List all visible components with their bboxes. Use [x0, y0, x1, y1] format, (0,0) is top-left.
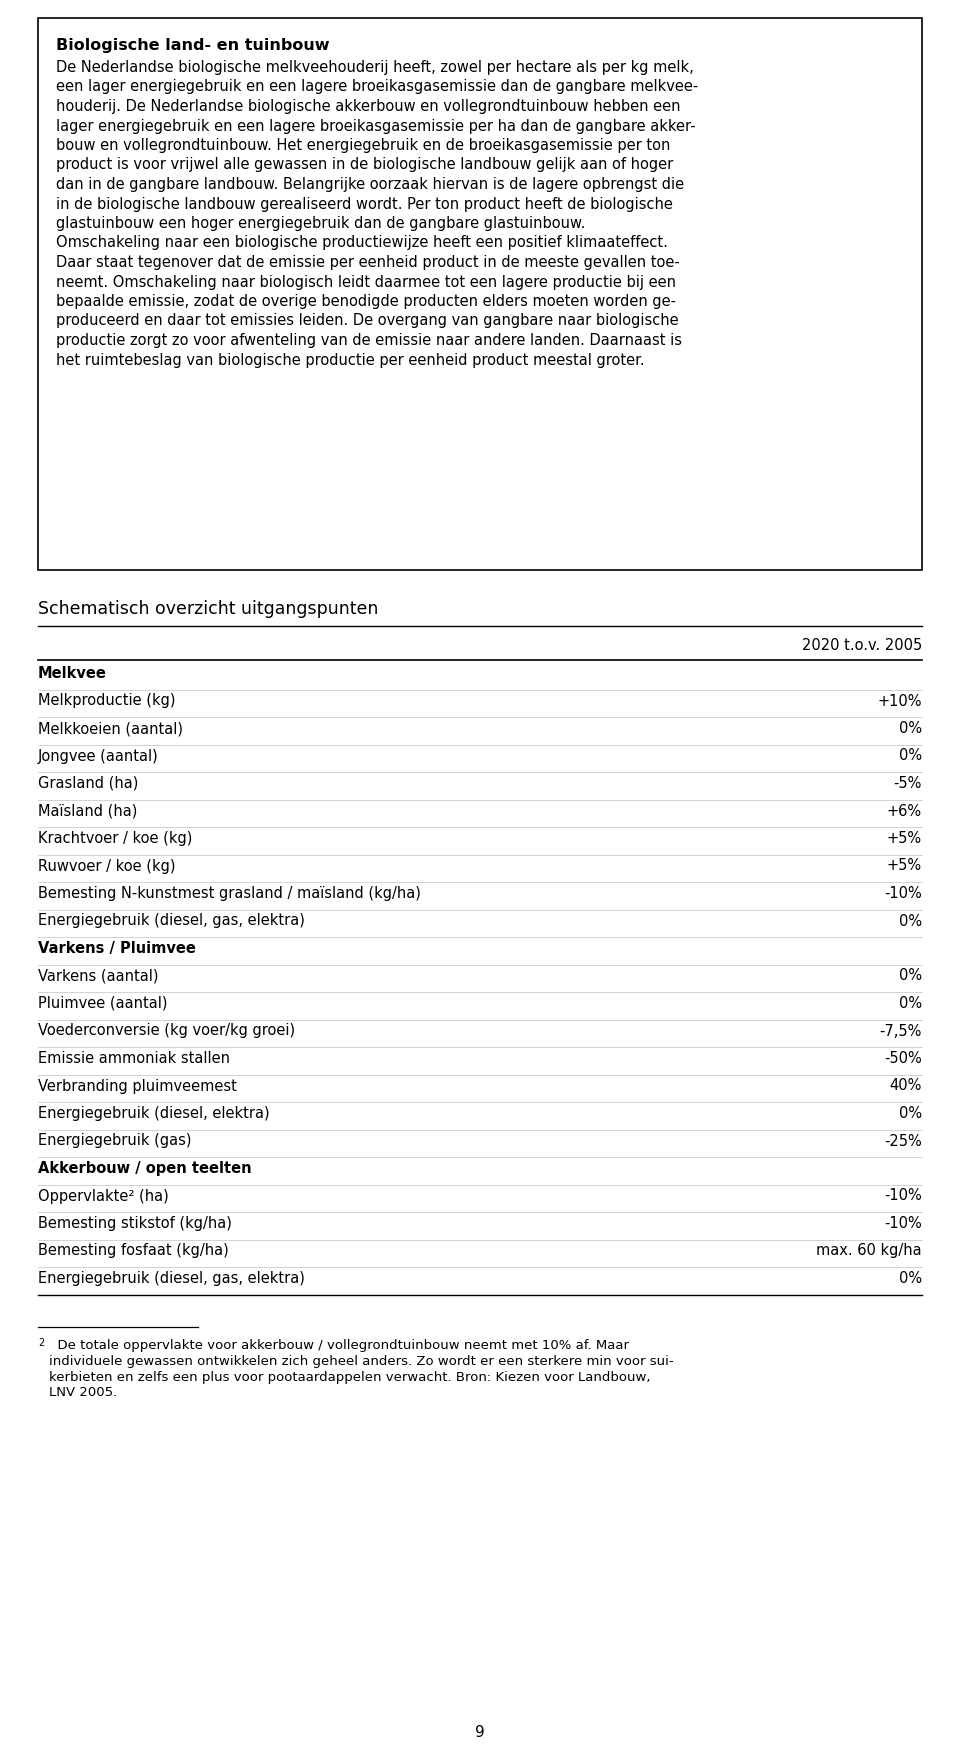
- Text: Melkproductie (kg): Melkproductie (kg): [38, 693, 176, 709]
- Text: -10%: -10%: [884, 886, 922, 902]
- Text: dan in de gangbare landbouw. Belangrijke oorzaak hiervan is de lagere opbrengst : dan in de gangbare landbouw. Belangrijke…: [56, 177, 684, 191]
- Text: produceerd en daar tot emissies leiden. De overgang van gangbare naar biologisch: produceerd en daar tot emissies leiden. …: [56, 314, 679, 328]
- Text: 0%: 0%: [899, 1272, 922, 1286]
- Text: het ruimtebeslag van biologische productie per eenheid product meestal groter.: het ruimtebeslag van biologische product…: [56, 353, 644, 368]
- Text: kerbieten en zelfs een plus voor pootaardappelen verwacht. Bron: Kiezen voor Lan: kerbieten en zelfs een plus voor pootaar…: [49, 1370, 651, 1384]
- Text: Emissie ammoniak stallen: Emissie ammoniak stallen: [38, 1051, 230, 1066]
- Text: 0%: 0%: [899, 996, 922, 1010]
- Text: individuele gewassen ontwikkelen zich geheel anders. Zo wordt er een sterkere mi: individuele gewassen ontwikkelen zich ge…: [49, 1354, 674, 1368]
- Text: Energiegebruik (diesel, gas, elektra): Energiegebruik (diesel, gas, elektra): [38, 914, 305, 928]
- Text: -5%: -5%: [894, 775, 922, 791]
- Text: Bemesting N-kunstmest grasland / maïsland (kg/ha): Bemesting N-kunstmest grasland / maïslan…: [38, 886, 420, 902]
- Text: +5%: +5%: [887, 858, 922, 873]
- Text: houderij. De Nederlandse biologische akkerbouw en vollegrondtuinbouw hebben een: houderij. De Nederlandse biologische akk…: [56, 98, 681, 114]
- Text: 0%: 0%: [899, 749, 922, 763]
- Text: Melkvee: Melkvee: [38, 667, 107, 681]
- Text: Daar staat tegenover dat de emissie per eenheid product in de meeste gevallen to: Daar staat tegenover dat de emissie per …: [56, 254, 680, 270]
- Text: Voederconversie (kg voer/kg groei): Voederconversie (kg voer/kg groei): [38, 1024, 295, 1038]
- Text: Energiegebruik (gas): Energiegebruik (gas): [38, 1133, 191, 1149]
- Text: Grasland (ha): Grasland (ha): [38, 775, 138, 791]
- Text: -10%: -10%: [884, 1189, 922, 1203]
- Text: in de biologische landbouw gerealiseerd wordt. Per ton product heeft de biologis: in de biologische landbouw gerealiseerd …: [56, 196, 673, 212]
- Text: -7,5%: -7,5%: [879, 1024, 922, 1038]
- Text: -10%: -10%: [884, 1216, 922, 1231]
- Text: Varkens (aantal): Varkens (aantal): [38, 968, 158, 984]
- Text: Akkerbouw / open teelten: Akkerbouw / open teelten: [38, 1161, 252, 1175]
- Text: 0%: 0%: [899, 914, 922, 928]
- Text: Energiegebruik (diesel, elektra): Energiegebruik (diesel, elektra): [38, 1107, 270, 1121]
- Text: Melkkoeien (aantal): Melkkoeien (aantal): [38, 721, 183, 737]
- Text: Krachtvoer / koe (kg): Krachtvoer / koe (kg): [38, 831, 192, 845]
- Bar: [38, 18, 922, 570]
- Text: Omschakeling naar een biologische productiewijze heeft een positief klimaateffec: Omschakeling naar een biologische produc…: [56, 235, 668, 251]
- Text: 2: 2: [38, 1338, 44, 1349]
- Text: Energiegebruik (diesel, gas, elektra): Energiegebruik (diesel, gas, elektra): [38, 1272, 305, 1286]
- Text: 9: 9: [475, 1724, 485, 1740]
- Text: een lager energiegebruik en een lagere broeikasgasemissie dan de gangbare melkve: een lager energiegebruik en een lagere b…: [56, 79, 698, 95]
- Text: Ruwvoer / koe (kg): Ruwvoer / koe (kg): [38, 858, 176, 873]
- Text: Schematisch overzicht uitgangspunten: Schematisch overzicht uitgangspunten: [38, 600, 378, 617]
- Text: Pluimvee (aantal): Pluimvee (aantal): [38, 996, 167, 1010]
- Text: lager energiegebruik en een lagere broeikasgasemissie per ha dan de gangbare akk: lager energiegebruik en een lagere broei…: [56, 119, 696, 133]
- Text: -25%: -25%: [884, 1133, 922, 1149]
- Text: product is voor vrijwel alle gewassen in de biologische landbouw gelijk aan of h: product is voor vrijwel alle gewassen in…: [56, 158, 673, 172]
- Text: bepaalde emissie, zodat de overige benodigde producten elders moeten worden ge-: bepaalde emissie, zodat de overige benod…: [56, 295, 676, 309]
- Text: productie zorgt zo voor afwenteling van de emissie naar andere landen. Daarnaast: productie zorgt zo voor afwenteling van …: [56, 333, 682, 347]
- Text: 40%: 40%: [890, 1079, 922, 1093]
- Text: De totale oppervlakte voor akkerbouw / vollegrondtuinbouw neemt met 10% af. Maar: De totale oppervlakte voor akkerbouw / v…: [49, 1338, 629, 1352]
- Text: +6%: +6%: [887, 803, 922, 819]
- Text: +10%: +10%: [877, 693, 922, 709]
- Text: -50%: -50%: [884, 1051, 922, 1066]
- Text: De Nederlandse biologische melkveehouderij heeft, zowel per hectare als per kg m: De Nederlandse biologische melkveehouder…: [56, 60, 694, 75]
- Text: Maïsland (ha): Maïsland (ha): [38, 803, 137, 819]
- Text: Jongvee (aantal): Jongvee (aantal): [38, 749, 158, 763]
- Text: +5%: +5%: [887, 831, 922, 845]
- Text: glastuinbouw een hoger energiegebruik dan de gangbare glastuinbouw.: glastuinbouw een hoger energiegebruik da…: [56, 216, 586, 232]
- Text: Varkens / Pluimvee: Varkens / Pluimvee: [38, 940, 196, 956]
- Text: Bemesting stikstof (kg/ha): Bemesting stikstof (kg/ha): [38, 1216, 232, 1231]
- Text: 0%: 0%: [899, 968, 922, 984]
- Text: Verbranding pluimveemest: Verbranding pluimveemest: [38, 1079, 237, 1093]
- Text: neemt. Omschakeling naar biologisch leidt daarmee tot een lagere productie bij e: neemt. Omschakeling naar biologisch leid…: [56, 274, 676, 289]
- Text: 0%: 0%: [899, 1107, 922, 1121]
- Text: max. 60 kg/ha: max. 60 kg/ha: [816, 1244, 922, 1259]
- Text: Oppervlakte² (ha): Oppervlakte² (ha): [38, 1189, 169, 1203]
- Text: 0%: 0%: [899, 721, 922, 737]
- Text: bouw en vollegrondtuinbouw. Het energiegebruik en de broeikasgasemissie per ton: bouw en vollegrondtuinbouw. Het energieg…: [56, 139, 670, 153]
- Text: LNV 2005.: LNV 2005.: [49, 1386, 117, 1400]
- Text: Biologische land- en tuinbouw: Biologische land- en tuinbouw: [56, 39, 329, 53]
- Text: 2020 t.o.v. 2005: 2020 t.o.v. 2005: [802, 638, 922, 652]
- Text: Bemesting fosfaat (kg/ha): Bemesting fosfaat (kg/ha): [38, 1244, 228, 1259]
